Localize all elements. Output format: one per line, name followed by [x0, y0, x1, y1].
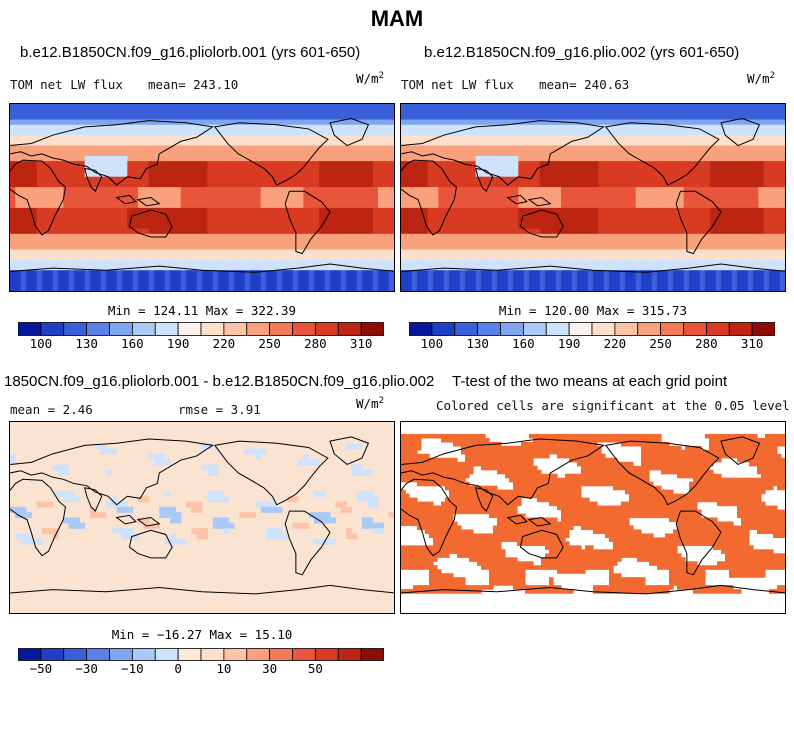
colorbar-swatch: [246, 322, 271, 336]
panel-3-map: [9, 421, 395, 614]
colorbar-tick-label: 220: [212, 336, 236, 351]
panel-4-subtitle: Colored cells are significant at the 0.0…: [436, 398, 790, 413]
colorbar-tick-label: 250: [258, 336, 281, 351]
colorbar-swatch: [200, 322, 225, 336]
colorbar-swatch: [314, 648, 339, 661]
colorbar-swatch: [409, 322, 433, 336]
colorbar-tick-label: 160: [512, 336, 535, 351]
colorbar-swatch: [86, 322, 110, 336]
colorbar-tick-label: 190: [557, 336, 581, 351]
panel-3-rmse-label: rmse = 3.91: [178, 402, 261, 417]
colorbar-swatch: [18, 322, 42, 336]
colorbar-swatch: [246, 648, 271, 661]
colorbar-tick-label: 280: [304, 336, 327, 351]
panel-2-units: W/m2: [747, 71, 775, 87]
panel-2-minmax: Min = 120.00 Max = 315.73: [498, 303, 688, 318]
colorbar-tick-label: 30: [262, 661, 278, 676]
colorbar-swatch: [86, 648, 110, 661]
colorbar-swatch: [18, 648, 42, 661]
colorbar-swatch: [223, 322, 248, 336]
panel-3-mean-label: mean = 2.46: [10, 402, 93, 417]
panel-2-mean-label: mean= 240.63: [539, 77, 630, 92]
colorbar-swatch: [223, 648, 248, 661]
panel-2-map: [400, 103, 786, 292]
colorbar-swatch: [314, 322, 339, 336]
colorbar-swatch: [63, 322, 88, 336]
colorbar-swatch: [109, 322, 133, 336]
panel-2-colorbar-labels: 100 130 160 190 220 250 280 310: [409, 335, 775, 351]
colorbar-swatch: [591, 322, 616, 336]
panel-3-title: 1850CN.f09_g16.pliolorb.001 - b.e12.B185…: [4, 373, 435, 390]
colorbar-swatch: [40, 648, 65, 661]
colorbar-swatch: [683, 322, 707, 336]
colorbar-swatch: [337, 322, 362, 336]
panel-2-colorbar: [409, 322, 775, 336]
colorbar-swatch: [637, 322, 662, 336]
colorbar-swatch: [360, 648, 384, 661]
panel-1-minmax: Min = 124.11 Max = 322.39: [107, 303, 297, 318]
colorbar-swatch: [660, 322, 684, 336]
colorbar-tick-label: 280: [695, 336, 718, 351]
panel-1-mean-label: mean= 243.10: [148, 77, 239, 92]
colorbar-swatch: [545, 322, 570, 336]
colorbar-swatch: [269, 322, 293, 336]
colorbar-swatch: [40, 322, 65, 336]
colorbar-tick-label: 0: [174, 661, 182, 676]
colorbar-tick-label: 50: [307, 661, 323, 676]
panel-2-variable-label: TOM net LW flux: [401, 77, 514, 92]
colorbar-swatch: [568, 322, 593, 336]
colorbar-swatch: [454, 322, 479, 336]
panel-3-colorbar-labels: −50 −30 −10 0 10 30 50: [18, 660, 384, 676]
panel-1-variable-label: TOM net LW flux: [10, 77, 123, 92]
colorbar-tick-label: 100: [420, 336, 444, 351]
colorbar-swatch: [177, 322, 202, 336]
colorbar-swatch: [131, 648, 156, 661]
colorbar-swatch: [154, 648, 179, 661]
colorbar-swatch: [705, 322, 730, 336]
colorbar-swatch: [751, 322, 775, 336]
colorbar-swatch: [269, 648, 293, 661]
panel-3-minmax: Min = −16.27 Max = 15.10: [111, 627, 293, 642]
colorbar-tick-label: 160: [121, 336, 144, 351]
colorbar-swatch: [109, 648, 133, 661]
colorbar-tick-label: −30: [75, 661, 98, 676]
colorbar-swatch: [360, 322, 384, 336]
colorbar-tick-label: 190: [166, 336, 190, 351]
colorbar-swatch: [337, 648, 362, 661]
colorbar-swatch: [431, 322, 456, 336]
panel-4-map: [400, 421, 786, 614]
colorbar-swatch: [614, 322, 639, 336]
colorbar-swatch: [154, 322, 179, 336]
colorbar-swatch: [292, 648, 316, 661]
colorbar-tick-label: −10: [121, 661, 144, 676]
colorbar-tick-label: 310: [349, 336, 373, 351]
colorbar-swatch: [477, 322, 501, 336]
colorbar-tick-label: 10: [216, 661, 232, 676]
panel-1-colorbar: [18, 322, 384, 336]
colorbar-swatch: [292, 322, 316, 336]
colorbar-tick-label: 250: [649, 336, 672, 351]
colorbar-tick-label: 100: [29, 336, 53, 351]
colorbar-swatch: [200, 648, 225, 661]
colorbar-swatch: [131, 322, 156, 336]
colorbar-tick-label: 130: [75, 336, 98, 351]
colorbar-swatch: [500, 322, 524, 336]
panel-1-title: b.e12.B1850CN.f09_g16.pliolorb.001 (yrs …: [20, 44, 361, 61]
colorbar-tick-label: 220: [603, 336, 627, 351]
colorbar-swatch: [522, 322, 547, 336]
panel-3-units: W/m2: [356, 396, 384, 412]
colorbar-swatch: [728, 322, 753, 336]
colorbar-swatch: [63, 648, 88, 661]
figure-title: MAM: [370, 6, 424, 31]
colorbar-tick-label: 130: [466, 336, 489, 351]
panel-1-colorbar-labels: 100 130 160 190 220 250 280 310: [18, 335, 384, 351]
panel-1-units: W/m2: [356, 71, 384, 87]
panel-1-map: [9, 103, 395, 292]
panel-3-colorbar: [18, 648, 384, 661]
panel-2-title: b.e12.B1850CN.f09_g16.plio.002 (yrs 601-…: [424, 44, 740, 61]
colorbar-tick-label: −50: [29, 661, 53, 676]
colorbar-swatch: [177, 648, 202, 661]
panel-4-title: T-test of the two means at each grid poi…: [452, 373, 728, 390]
colorbar-tick-label: 310: [740, 336, 764, 351]
